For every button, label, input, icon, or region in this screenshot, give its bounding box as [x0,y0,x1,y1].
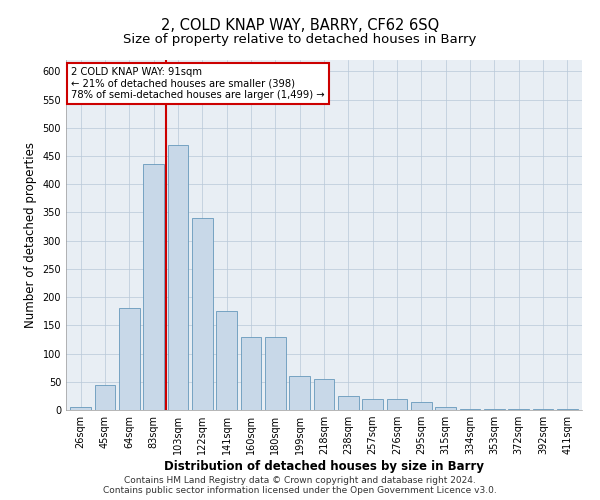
Bar [265,336,286,410]
Bar [216,311,237,410]
Bar [436,407,456,410]
Text: 2 COLD KNAP WAY: 91sqm
← 21% of detached houses are smaller (398)
78% of semi-de: 2 COLD KNAP WAY: 91sqm ← 21% of detached… [71,67,325,100]
Text: 2, COLD KNAP WAY, BARRY, CF62 6SQ: 2, COLD KNAP WAY, BARRY, CF62 6SQ [161,18,439,32]
Bar [119,308,140,410]
Bar [70,407,91,410]
Bar [533,409,553,410]
Bar [338,396,359,410]
Bar [167,144,188,410]
Text: Size of property relative to detached houses in Barry: Size of property relative to detached ho… [124,32,476,46]
Bar [557,409,578,410]
Bar [460,409,481,410]
Bar [508,409,529,410]
Text: Contains HM Land Registry data © Crown copyright and database right 2024.
Contai: Contains HM Land Registry data © Crown c… [103,476,497,495]
Bar [192,218,212,410]
Bar [289,376,310,410]
Bar [386,398,407,410]
Bar [411,402,432,410]
Bar [362,398,383,410]
X-axis label: Distribution of detached houses by size in Barry: Distribution of detached houses by size … [164,460,484,473]
Y-axis label: Number of detached properties: Number of detached properties [24,142,37,328]
Bar [484,409,505,410]
Bar [241,336,262,410]
Bar [143,164,164,410]
Bar [95,384,115,410]
Bar [314,379,334,410]
